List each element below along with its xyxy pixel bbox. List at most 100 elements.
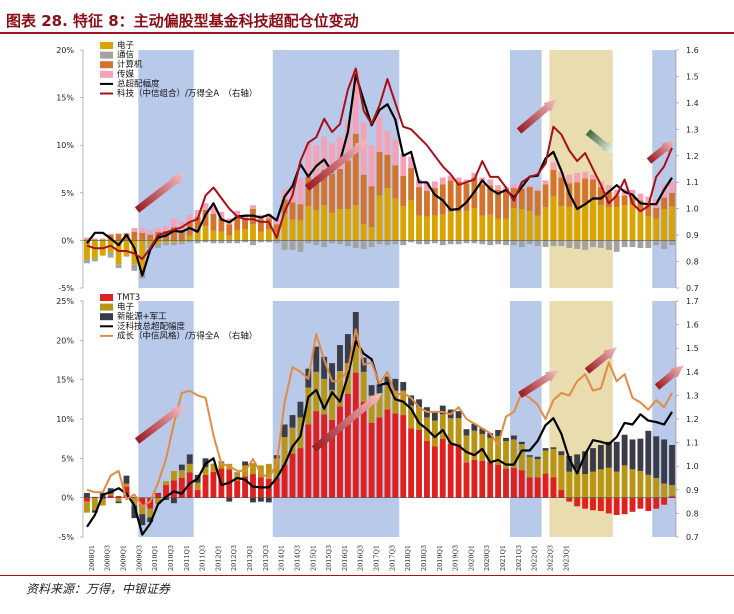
- bar-segment: [582, 171, 588, 179]
- bar-segment: [582, 451, 588, 475]
- bar-segment: [597, 240, 604, 249]
- bar-segment: [645, 216, 652, 241]
- bar-segment: [234, 240, 241, 244]
- bar-segment: [163, 226, 169, 231]
- bar-segment: [400, 175, 407, 207]
- bar-segment: [250, 224, 256, 241]
- left-tick-label: 20%: [56, 46, 74, 55]
- bar-segment: [352, 312, 359, 340]
- bar-segment: [305, 387, 312, 425]
- bar-segment: [368, 240, 375, 248]
- bar-segment: [84, 237, 90, 240]
- bar-segment: [431, 188, 438, 216]
- bar-segment: [613, 471, 620, 498]
- bar-segment: [574, 240, 581, 249]
- bar-segment: [250, 497, 256, 503]
- bar-segment: [590, 448, 596, 472]
- right-tick-label: 1.0: [686, 462, 699, 471]
- bar-segment: [84, 501, 90, 513]
- bar-segment: [653, 240, 660, 246]
- bar-segment: [281, 424, 288, 438]
- bar-segment: [289, 219, 296, 241]
- bar-segment: [337, 240, 343, 245]
- bar-segment: [669, 206, 675, 241]
- bar-segment: [281, 199, 288, 214]
- bar-segment: [178, 242, 185, 245]
- bar-segment: [463, 435, 470, 463]
- bar-segment: [337, 208, 343, 241]
- bar-segment: [84, 492, 90, 498]
- bar-segment: [226, 235, 233, 241]
- bar-segment: [115, 240, 122, 265]
- bar-segment: [321, 240, 328, 248]
- bar-segment: [344, 120, 351, 161]
- bar-segment: [439, 240, 446, 246]
- bar-segment: [352, 205, 359, 241]
- bar-segment: [495, 240, 502, 245]
- bar-segment: [171, 470, 177, 481]
- x-tick-label: 2018Q1: [404, 545, 412, 571]
- legend-swatch: [100, 42, 113, 49]
- bar-segment: [250, 463, 256, 475]
- bar-segment: [131, 496, 138, 498]
- bar-segment: [661, 483, 668, 498]
- bar-segment: [408, 168, 415, 201]
- right-tick-label: 1.6: [686, 46, 699, 55]
- bar-segment: [163, 481, 169, 486]
- bar-segment: [329, 173, 335, 213]
- right-tick-label: 1.5: [686, 72, 699, 81]
- bar-segment: [463, 462, 470, 498]
- bar-segment: [613, 189, 620, 196]
- bar-segment: [613, 441, 620, 472]
- bar-segment: [250, 205, 256, 209]
- bar-segment: [408, 428, 415, 498]
- bar-segment: [645, 474, 652, 498]
- bar-segment: [424, 441, 430, 498]
- bar-segment: [613, 497, 620, 515]
- bar-segment: [337, 371, 343, 407]
- bar-segment: [597, 444, 604, 470]
- bar-segment: [91, 497, 98, 511]
- bar-segment: [392, 139, 399, 166]
- bar-segment: [582, 497, 588, 509]
- bar-segment: [99, 239, 106, 241]
- bar-segment: [202, 203, 209, 210]
- legend-swatch: [100, 70, 113, 78]
- bar-segment: [273, 219, 280, 225]
- left-tick-label: 10%: [56, 141, 74, 150]
- bar-segment: [194, 482, 201, 490]
- bar-segment: [186, 463, 193, 473]
- bar-segment: [582, 203, 588, 241]
- bar-segment: [629, 469, 636, 498]
- bar-segment: [171, 480, 177, 498]
- bar-segment: [479, 433, 486, 461]
- bar-segment: [526, 477, 533, 498]
- bar-segment: [234, 229, 241, 241]
- bar-segment: [99, 238, 106, 240]
- bar-segment: [171, 497, 177, 504]
- bar-segment: [115, 501, 122, 504]
- bar-segment: [471, 240, 478, 244]
- bar-segment: [368, 186, 375, 228]
- bar-segment: [194, 209, 201, 217]
- right-tick-label: 1.0: [686, 205, 699, 214]
- bar-segment: [518, 444, 525, 471]
- bar-segment: [510, 435, 517, 440]
- bar-segment: [439, 414, 446, 439]
- bar-segment: [400, 206, 407, 241]
- bar-segment: [487, 462, 494, 498]
- right-tick-label: 1.1: [686, 439, 699, 448]
- bar-segment: [550, 162, 557, 170]
- bar-segment: [313, 209, 320, 241]
- bar-segment: [471, 208, 478, 241]
- left-tick-label: 10%: [56, 415, 74, 424]
- bar-segment: [550, 196, 557, 241]
- bar-segment: [621, 240, 628, 248]
- bar-segment: [653, 436, 660, 478]
- bar-segment: [257, 240, 264, 243]
- x-tick-label: 2008Q3: [104, 545, 112, 571]
- trend-arrow: [311, 393, 382, 452]
- bar-segment: [605, 191, 612, 208]
- bar-segment: [455, 411, 462, 419]
